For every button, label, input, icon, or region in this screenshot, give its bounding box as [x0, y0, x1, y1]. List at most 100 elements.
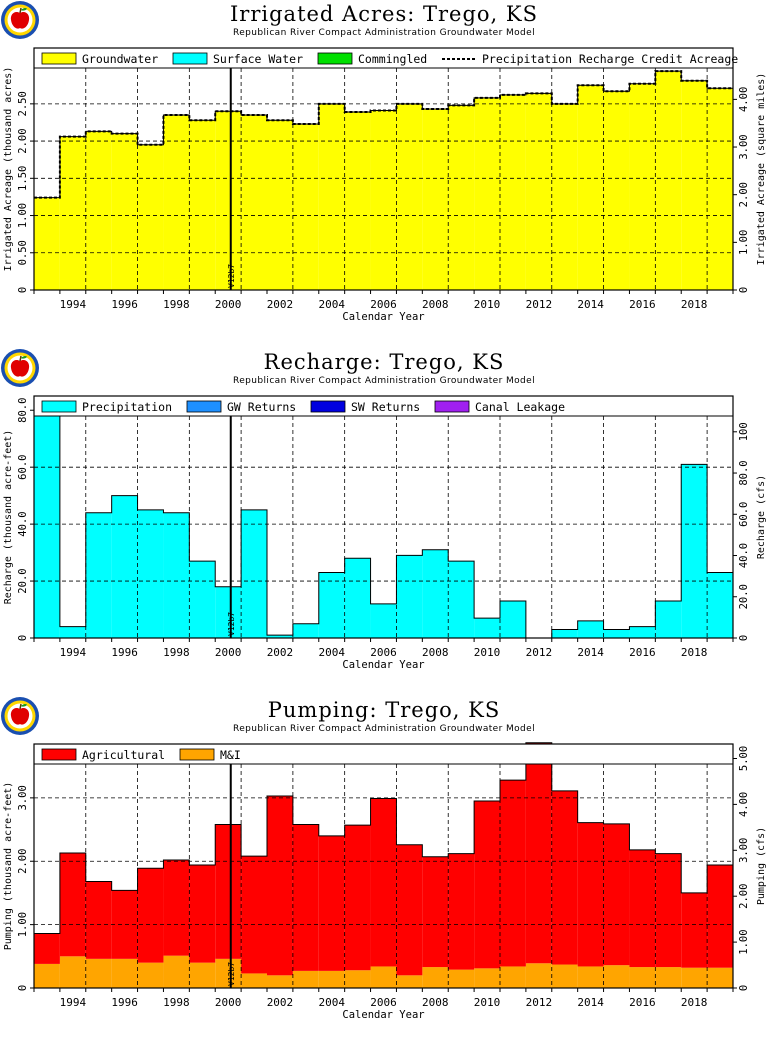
y2-tick-label: 4.00: [738, 792, 750, 817]
bar-m-i-2016: [629, 967, 656, 988]
bar-precipitation-2007: [396, 555, 423, 638]
x-tick-label: 1996: [111, 996, 138, 1009]
x-tick-label: 2008: [422, 646, 449, 659]
apple-logo-icon: [1, 697, 39, 735]
plot-frame: [33, 743, 734, 989]
legend-label: Precipitation Recharge Credit Acreage: [482, 52, 738, 66]
bar-agricultural-2010: [474, 801, 500, 969]
x-tick-label: 1994: [60, 646, 87, 659]
y-tick-label: 2.00: [17, 849, 29, 874]
bar-groundwater-2004: [318, 103, 345, 290]
bar-groundwater-1998: [163, 115, 190, 290]
legend-label: Commingled: [358, 52, 427, 66]
y2-tick-label: 4.00: [738, 87, 750, 112]
legend-item: Precipitation Recharge Credit Acreage: [442, 52, 738, 66]
x-tick-label: 2012: [526, 298, 553, 311]
bar-groundwater-2018: [681, 80, 708, 290]
legend-label: Groundwater: [82, 52, 158, 66]
y2-tick-label: 20.0: [738, 584, 750, 609]
bar-precipitation-2010: [474, 618, 500, 638]
bar-agricultural-1998: [163, 859, 190, 956]
bar-agricultural-2009: [448, 853, 475, 970]
version-marker-label: V12b7: [227, 962, 236, 986]
legend-label: Agricultural: [82, 748, 165, 762]
x-axis-label: Calendar Year: [342, 311, 424, 323]
series-precip-credit-line: [34, 70, 733, 199]
legend-item: Agricultural: [41, 748, 165, 762]
bar-groundwater-1995: [85, 131, 112, 290]
x-tick-label: 2008: [422, 996, 449, 1009]
bar-groundwater-1993: [34, 197, 60, 290]
x-tick-label: 2004: [318, 298, 345, 311]
chart-subtitle: Republican River Compact Administration …: [233, 28, 535, 38]
bar-precipitation-2004: [318, 572, 345, 638]
x-tick-label: 2002: [267, 298, 294, 311]
bar-m-i-1997: [137, 962, 164, 988]
y2-tick-label: 3.00: [738, 838, 750, 863]
y2-tick-label: 0: [738, 985, 750, 991]
bar-agricultural-1994: [59, 853, 86, 957]
y2-axis-label: Irrigated Acreage (square miles): [756, 73, 767, 266]
bar-precipitation-1997: [137, 509, 164, 638]
bar-agricultural-2000: [215, 824, 242, 959]
y2-tick-label: 100: [738, 422, 750, 441]
legend-item: Commingled: [317, 52, 427, 66]
bar-m-i-1998: [163, 955, 190, 988]
bar-precipitation-2014: [577, 620, 604, 638]
plot-frame: [33, 395, 734, 639]
y-axis-label: Recharge (thousand acre-feet): [3, 430, 14, 605]
version-marker-label: V12b7: [227, 264, 236, 288]
x-tick-label: 2016: [629, 646, 656, 659]
bar-agricultural-1997: [137, 868, 164, 963]
y-tick-label: 40.0: [17, 511, 29, 536]
legend-swatch: [179, 748, 215, 761]
bar-groundwater-2009: [448, 105, 475, 290]
legend-label: Surface Water: [213, 52, 303, 66]
legend-item: Canal Leakage: [434, 400, 565, 414]
bar-m-i-2004: [318, 970, 345, 988]
bar-precipitation-1995: [85, 512, 112, 638]
y2-tick-label: 60.0: [738, 502, 750, 527]
legend-label: M&I: [220, 748, 241, 762]
bar-precipitation-2003: [292, 623, 319, 638]
bar-groundwater-2014: [577, 85, 604, 290]
bar-m-i-2015: [603, 965, 630, 988]
x-tick-label: 2018: [681, 298, 708, 311]
bar-m-i-2010: [474, 968, 500, 988]
bar-groundwater-2007: [396, 103, 423, 290]
x-tick-label: 2014: [577, 996, 604, 1009]
chart-title: Irrigated Acres: Trego, KS: [230, 2, 538, 26]
bar-precipitation-2002: [267, 635, 293, 638]
x-tick-label: 1996: [111, 298, 138, 311]
bar-m-i-2007: [396, 975, 423, 988]
bar-agricultural-2006: [370, 798, 397, 967]
y-tick-label: 1.50: [17, 166, 29, 191]
bar-m-i-1994: [59, 956, 86, 988]
irrigated-acres-panel: Irrigated Acres: Trego, KS Republican Ri…: [0, 0, 768, 345]
chart-title: Recharge: Trego, KS: [263, 350, 505, 374]
bar-agricultural-2012: [525, 742, 552, 964]
bar-groundwater-1996: [111, 133, 138, 290]
version-marker-label: V12b7: [227, 612, 236, 636]
y2-tick-label: 80.0: [738, 460, 750, 485]
x-tick-label: 2006: [370, 996, 397, 1009]
bar-agricultural-2013: [551, 790, 578, 965]
bar-groundwater-2001: [241, 115, 267, 290]
x-tick-label: 2002: [267, 646, 294, 659]
pumping-panel: Pumping: Trego, KS Republican River Comp…: [0, 696, 768, 1041]
bar-m-i-2002: [267, 975, 293, 988]
legend-label: SW Returns: [351, 400, 420, 414]
x-tick-label: 2000: [215, 996, 242, 1009]
bar-precipitation-2008: [422, 549, 449, 638]
bar-groundwater-2003: [292, 123, 319, 290]
x-tick-label: 1998: [163, 646, 190, 659]
legend-swatch: [41, 400, 77, 413]
x-tick-label: 2002: [267, 996, 294, 1009]
bar-precipitation-2000: [215, 586, 242, 638]
x-tick-label: 1996: [111, 646, 138, 659]
bar-m-i-1993: [34, 963, 60, 988]
bar-m-i-2017: [655, 967, 682, 988]
x-tick-label: 2010: [474, 298, 501, 311]
bar-outline: [33, 742, 734, 988]
y2-tick-label: 3.00: [738, 134, 750, 159]
